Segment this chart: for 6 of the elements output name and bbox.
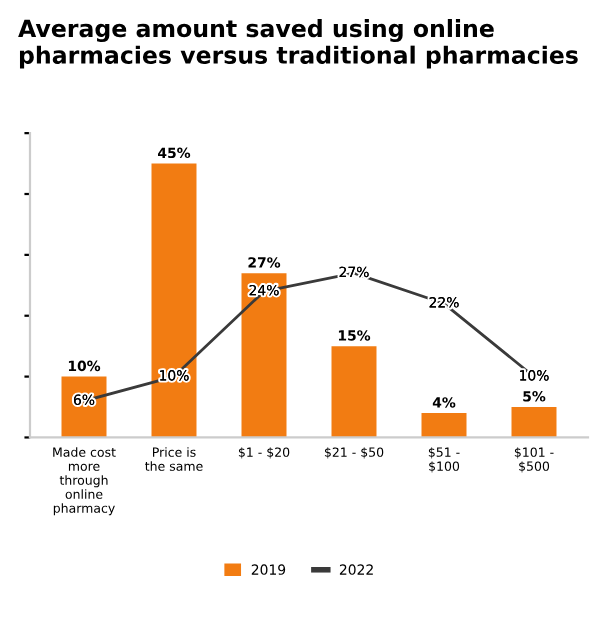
bar <box>151 163 197 438</box>
bar <box>421 413 467 438</box>
bar <box>331 346 377 438</box>
bar <box>241 273 287 438</box>
chart-title: Average amount saved using online pharmacies versus traditional pharmacies <box>18 19 578 69</box>
bar <box>511 407 557 438</box>
